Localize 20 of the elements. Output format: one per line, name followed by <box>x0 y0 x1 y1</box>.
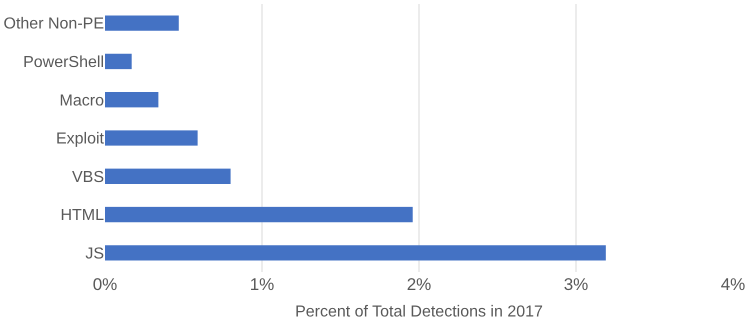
y-tick-label: Other Non-PE <box>4 16 104 33</box>
y-tick-label: Macro <box>60 92 104 110</box>
y-tick-label: VBS <box>72 168 104 186</box>
x-axis-title: Percent of Total Detections in 2017 <box>295 304 544 321</box>
y-tick-label: HTML <box>60 207 104 224</box>
x-tick-label: 3% <box>564 275 588 294</box>
bar <box>105 54 132 70</box>
bar <box>105 15 179 31</box>
y-tick-label: PowerShell <box>23 54 104 72</box>
x-tick-label: 1% <box>250 275 274 294</box>
bar <box>105 206 413 222</box>
y-tick-label: Exploit <box>56 130 105 148</box>
bar <box>105 168 231 184</box>
y-tick-label: JS <box>85 245 104 262</box>
x-tick-label: 4% <box>720 275 746 294</box>
bar <box>105 130 198 146</box>
x-tick-label: 2% <box>406 275 432 294</box>
bar <box>105 245 606 261</box>
x-tick-label: 0% <box>92 275 118 294</box>
bar <box>105 92 158 108</box>
